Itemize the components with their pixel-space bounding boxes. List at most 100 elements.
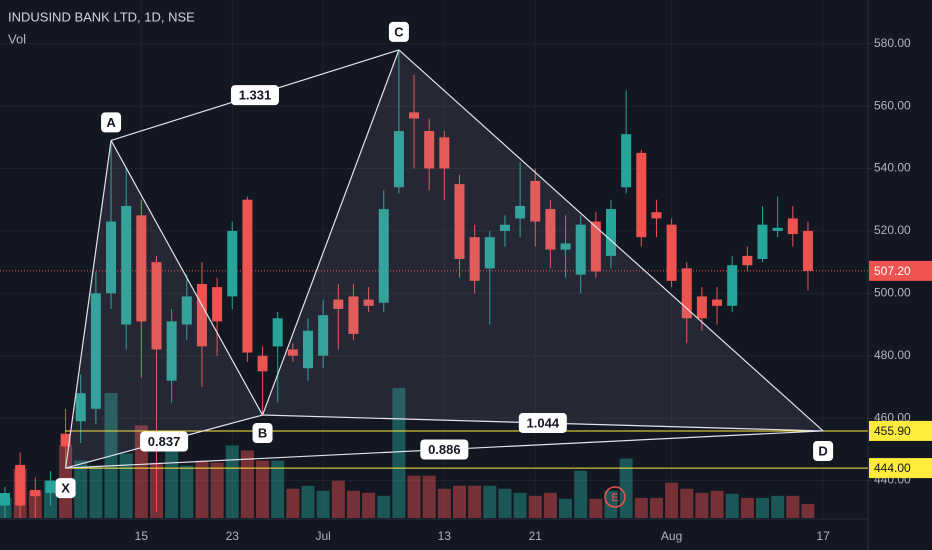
candle-body bbox=[378, 209, 389, 303]
ratio-label: 0.886 bbox=[428, 442, 461, 457]
candle-body bbox=[348, 296, 359, 334]
candle-body bbox=[696, 296, 707, 319]
volume-bar bbox=[543, 492, 557, 518]
level-label-bg bbox=[869, 420, 932, 441]
candle-body bbox=[196, 283, 207, 347]
x-tick-label: 15 bbox=[135, 529, 149, 543]
candle-body bbox=[30, 489, 41, 497]
x-tick-label: 13 bbox=[438, 529, 452, 543]
y-tick-label: 460.00 bbox=[874, 410, 911, 424]
volume-bar bbox=[437, 488, 451, 518]
volume-bar bbox=[740, 497, 754, 518]
axes: 440.00460.00480.00500.00520.00540.00560.… bbox=[135, 36, 932, 543]
volume-bar bbox=[665, 482, 679, 518]
volume-bar bbox=[634, 497, 648, 518]
candle-body bbox=[136, 215, 147, 322]
candle-body bbox=[106, 221, 117, 294]
volume-bar bbox=[74, 460, 88, 518]
candle-body bbox=[333, 299, 344, 309]
candle-body bbox=[242, 199, 253, 353]
volume-bar bbox=[89, 465, 103, 518]
volume-bar bbox=[377, 495, 391, 518]
x-tick-label: 17 bbox=[816, 529, 830, 543]
event-marker-label: E bbox=[611, 492, 618, 504]
candle-body bbox=[712, 299, 723, 306]
volume-bar bbox=[528, 495, 542, 518]
candle-body bbox=[772, 227, 783, 231]
point-label-bg bbox=[55, 478, 76, 499]
last-price-label: 507.20 bbox=[874, 264, 911, 278]
candle-body bbox=[651, 212, 662, 219]
chart-title: INDUSIND BANK LTD, 1D, NSE bbox=[8, 9, 195, 24]
candle-body bbox=[606, 209, 616, 256]
candle-body bbox=[181, 296, 192, 325]
ratio-label-bg bbox=[230, 85, 279, 106]
point-label-bg bbox=[252, 423, 273, 444]
candle-body bbox=[469, 237, 480, 281]
volume-bar bbox=[316, 490, 330, 518]
volume-bar bbox=[407, 475, 421, 518]
volume-bar bbox=[756, 497, 769, 518]
candle-body bbox=[212, 287, 223, 322]
volume-bar bbox=[574, 470, 588, 518]
candle-body bbox=[75, 393, 86, 422]
volume-bar bbox=[392, 388, 406, 518]
y-tick-label: 560.00 bbox=[874, 98, 911, 112]
point-label: C bbox=[394, 24, 404, 39]
volume-bar bbox=[180, 465, 194, 518]
candle-body bbox=[802, 230, 813, 271]
ratio-label-bg bbox=[140, 431, 189, 452]
last-price-bg bbox=[869, 260, 932, 281]
event-marker bbox=[604, 486, 626, 508]
candle-body bbox=[742, 255, 753, 266]
candle-body bbox=[90, 293, 101, 409]
volume-bar bbox=[513, 492, 527, 518]
pattern-line bbox=[398, 49, 824, 432]
candle-body bbox=[499, 224, 510, 231]
volume-bar bbox=[301, 485, 315, 518]
point-label: B bbox=[258, 425, 267, 440]
volume-bar bbox=[483, 485, 497, 518]
point-label: A bbox=[106, 115, 116, 130]
candle-body bbox=[409, 112, 420, 119]
point-label-bg bbox=[388, 21, 409, 42]
candle-body bbox=[166, 321, 177, 381]
point-label-bg bbox=[813, 440, 834, 461]
y-tick-label: 500.00 bbox=[874, 285, 911, 299]
candle-body bbox=[287, 349, 298, 356]
candle-body bbox=[621, 134, 632, 188]
volume-bar bbox=[210, 462, 224, 518]
volume-bar bbox=[801, 503, 815, 518]
y-tick-label: 540.00 bbox=[874, 161, 911, 175]
volume-bar bbox=[771, 495, 785, 518]
candle-body bbox=[575, 224, 586, 275]
ratio-label: 0.837 bbox=[148, 434, 181, 449]
volume-bar bbox=[649, 497, 663, 518]
point-label: X bbox=[61, 481, 70, 496]
volume-bar bbox=[119, 453, 133, 518]
candle-body bbox=[590, 221, 601, 272]
point-label: D bbox=[818, 443, 827, 458]
volume-bar bbox=[195, 460, 209, 518]
volume-bar bbox=[710, 490, 724, 518]
candle-body bbox=[60, 433, 71, 447]
pattern-line bbox=[65, 140, 112, 469]
candle-body bbox=[636, 152, 647, 238]
pattern-line bbox=[261, 49, 400, 416]
candle-body bbox=[424, 131, 435, 169]
volume-bar bbox=[362, 492, 376, 518]
candle-body bbox=[515, 205, 526, 219]
candle-body bbox=[0, 493, 10, 506]
volume-bar bbox=[346, 490, 360, 518]
candle-body bbox=[393, 131, 404, 188]
candle-body bbox=[318, 315, 329, 356]
ratio-label: 1.044 bbox=[527, 415, 560, 430]
candle-body bbox=[545, 209, 556, 250]
level-label: 455.90 bbox=[874, 424, 911, 438]
pattern-fill bbox=[65, 140, 263, 469]
candle-body bbox=[727, 265, 738, 306]
volume-bar bbox=[331, 480, 345, 518]
candle-body bbox=[15, 464, 26, 506]
